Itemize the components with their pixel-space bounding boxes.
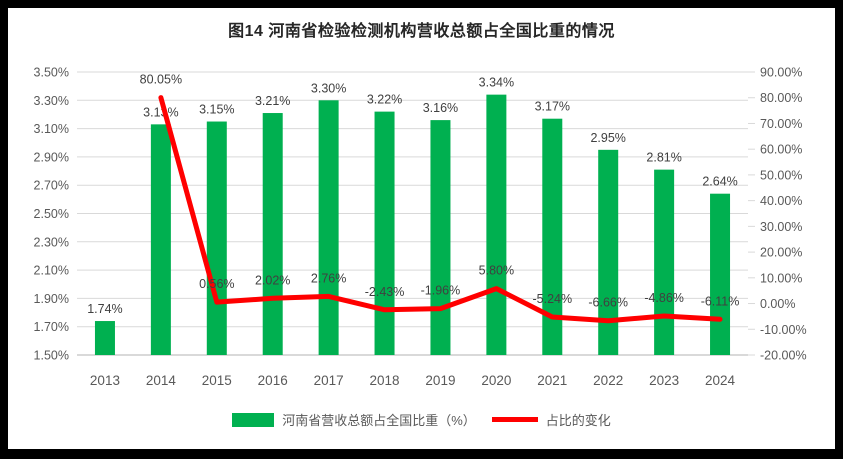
x-axis-label-2021: 2021 xyxy=(537,373,567,388)
right-axis-tick: 90.00% xyxy=(760,66,802,80)
bar-2021 xyxy=(542,118,563,355)
right-axis-tick: 50.00% xyxy=(760,168,802,182)
x-axis-label-2023: 2023 xyxy=(649,373,679,388)
line-label-2016: 2.02% xyxy=(255,273,290,287)
left-axis-tick: 2.50% xyxy=(34,207,69,221)
left-axis-tick: 2.30% xyxy=(34,235,69,249)
left-axis-tick: 2.10% xyxy=(34,264,69,278)
right-axis-tick: 40.00% xyxy=(760,194,802,208)
bar-label-2013: 1.74% xyxy=(87,302,122,316)
line-label-2014: 80.05% xyxy=(140,73,182,87)
bar-2013 xyxy=(94,321,115,355)
legend-item-line-series: 占比的变化 xyxy=(491,410,611,429)
x-axis-label-2018: 2018 xyxy=(370,373,400,388)
left-axis-tick: 3.10% xyxy=(34,122,69,136)
left-axis-tick: 1.50% xyxy=(34,349,69,363)
chart-legend: 河南省营收总额占全国比重（%） 占比的变化 xyxy=(8,410,835,429)
bar-2019 xyxy=(430,120,451,355)
bar-label-2022: 2.95% xyxy=(590,131,625,145)
line-label-2023: -4.86% xyxy=(644,291,684,305)
line-label-2017: 2.76% xyxy=(311,271,346,285)
bar-2015 xyxy=(206,121,227,356)
bar-2022 xyxy=(598,149,619,355)
left-axis-tick: 1.90% xyxy=(34,292,69,306)
right-axis-tick: -10.00% xyxy=(760,323,807,337)
bar-2016 xyxy=(262,113,283,355)
legend-bar-series-label: 河南省营收总额占全国比重（%） xyxy=(282,413,476,428)
line-label-2018: -2.43% xyxy=(365,285,405,299)
line-label-2024: -6.11% xyxy=(701,294,740,308)
x-axis-label-2020: 2020 xyxy=(481,373,511,388)
bar-series-swatch-icon xyxy=(232,412,275,427)
x-axis-label-2016: 2016 xyxy=(258,373,288,388)
line-label-2015: 0.56% xyxy=(199,277,234,291)
legend-item-bar-series: 河南省营收总额占全国比重（%） xyxy=(232,410,476,429)
right-axis-tick: 70.00% xyxy=(760,117,802,131)
bar-label-2015: 3.15% xyxy=(199,103,234,117)
right-axis-tick: 0.00% xyxy=(760,297,795,311)
chart-canvas: 3.50% 3.30% 3.10% 2.90% 2.70% 2.50% 2.30% 2.10%… xyxy=(34,66,807,389)
bar-2024 xyxy=(710,193,731,355)
right-axis-tick: 80.00% xyxy=(760,91,802,105)
line-label-2019: -1.96% xyxy=(421,284,461,298)
bar-label-2016: 3.21% xyxy=(255,94,290,108)
bar-2020 xyxy=(486,94,507,355)
line-label-2021: -5.24% xyxy=(532,292,572,306)
chart-title: 图14 河南省检验检测机构营收总额占全国比重的情况 xyxy=(228,23,615,40)
x-axis-label-2017: 2017 xyxy=(314,373,344,388)
x-axis-label-2019: 2019 xyxy=(425,373,455,388)
bar-label-2017: 3.30% xyxy=(311,81,346,95)
x-axis-label-2014: 2014 xyxy=(146,373,177,388)
bar-label-2018: 3.22% xyxy=(367,93,402,107)
left-axis-tick: 2.90% xyxy=(34,150,69,164)
x-axis-label-2024: 2024 xyxy=(705,373,736,388)
bar-label-2024: 2.64% xyxy=(702,175,737,189)
left-axis-tick: 1.70% xyxy=(34,320,69,334)
right-axis-tick: 60.00% xyxy=(760,143,802,157)
right-axis-tick: 10.00% xyxy=(760,271,802,285)
x-axis-label-2022: 2022 xyxy=(593,373,623,388)
figure-frame: 3.50% 3.30% 3.10% 2.90% 2.70% 2.50% 2.30% 2.10%… xyxy=(8,8,835,449)
left-axis-tick: 3.30% xyxy=(34,94,69,108)
bar-2018 xyxy=(374,111,395,356)
right-axis-tick: -20.00% xyxy=(760,349,807,363)
bar-label-2021: 3.17% xyxy=(535,100,570,114)
bar-2017 xyxy=(318,100,339,355)
change-line xyxy=(158,95,723,324)
bar-2023 xyxy=(654,169,675,355)
line-series-swatch-icon xyxy=(491,417,538,422)
right-axis-tick: 30.00% xyxy=(760,220,802,234)
right-axis-tick: 20.00% xyxy=(760,246,802,260)
x-axis-label-2013: 2013 xyxy=(90,373,120,388)
line-label-2020: 5.80% xyxy=(479,264,514,278)
bar-2014 xyxy=(150,124,171,355)
bar-label-2014: 3.13% xyxy=(143,105,178,119)
bar-label-2023: 2.81% xyxy=(646,151,681,165)
line-label-2022: -6.66% xyxy=(588,296,628,310)
bar-label-2019: 3.16% xyxy=(423,101,458,115)
left-axis-tick: 2.70% xyxy=(34,179,69,193)
bar-label-2020: 3.34% xyxy=(479,76,514,90)
x-axis-label-2015: 2015 xyxy=(202,373,232,388)
legend-line-series-label: 占比的变化 xyxy=(545,413,611,428)
left-axis-tick: 3.50% xyxy=(34,66,69,80)
